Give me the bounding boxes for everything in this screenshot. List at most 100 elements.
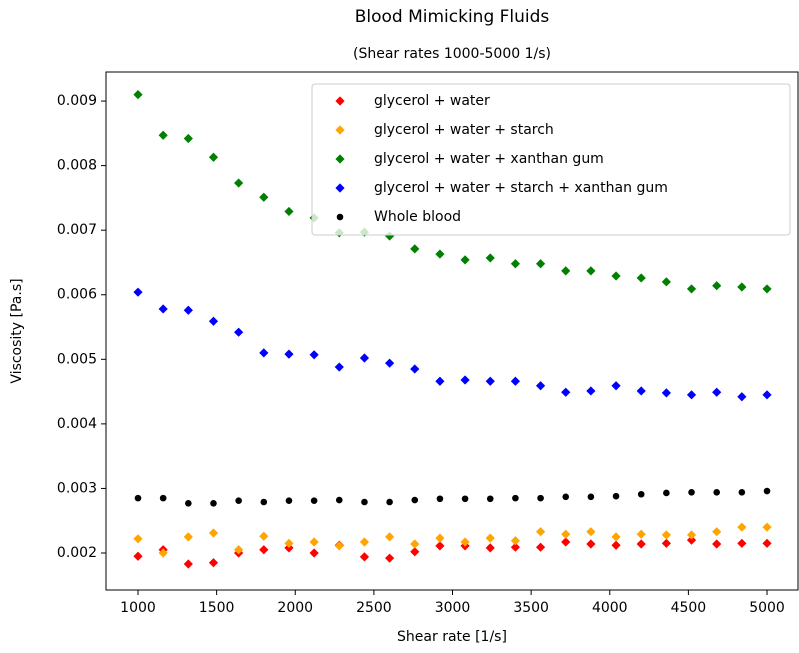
legend-marker — [335, 96, 345, 106]
point — [208, 528, 219, 538]
point — [284, 349, 294, 359]
point — [460, 537, 470, 547]
point — [762, 538, 772, 548]
point — [637, 490, 645, 498]
point — [259, 192, 269, 202]
point — [259, 348, 269, 358]
point — [663, 489, 670, 497]
point — [586, 386, 596, 396]
point — [737, 522, 747, 532]
legend-label: Whole blood — [374, 209, 461, 225]
point — [587, 493, 595, 501]
point — [537, 494, 544, 502]
point — [208, 152, 219, 162]
plot-frame — [105, 71, 799, 591]
point — [158, 130, 168, 140]
point — [133, 551, 143, 561]
point — [183, 305, 193, 315]
point — [133, 287, 143, 297]
x-tick-label: 1500 — [199, 600, 235, 616]
point — [712, 281, 722, 291]
point — [335, 496, 343, 504]
point — [410, 547, 420, 557]
point — [611, 271, 621, 281]
point — [208, 558, 219, 568]
point — [208, 316, 219, 326]
legend-box — [311, 83, 791, 236]
y-tick-label: 0.005 — [57, 351, 97, 367]
point — [234, 327, 244, 337]
point — [234, 178, 244, 188]
point — [134, 494, 142, 502]
point — [762, 522, 772, 532]
point — [210, 499, 217, 507]
point — [284, 206, 294, 217]
point — [183, 532, 193, 542]
point — [510, 376, 521, 386]
point — [285, 497, 293, 505]
point — [561, 537, 571, 547]
point — [510, 542, 521, 552]
point — [636, 529, 646, 539]
y-tick-label: 0.004 — [57, 416, 97, 432]
chart-title: Blood Mimicking Fluids — [355, 7, 550, 27]
point — [234, 545, 244, 555]
point — [133, 534, 143, 544]
y-tick-label: 0.002 — [57, 545, 97, 561]
point — [385, 358, 395, 368]
x-tick-label: 4500 — [671, 600, 707, 616]
point — [737, 282, 747, 292]
point — [686, 284, 697, 294]
point — [284, 538, 294, 548]
point — [260, 498, 268, 506]
point — [485, 253, 495, 263]
point — [158, 548, 168, 558]
point — [361, 498, 368, 506]
point — [359, 353, 370, 363]
y-tick-label: 0.006 — [57, 287, 97, 303]
point — [535, 542, 546, 552]
point — [611, 381, 621, 391]
point — [309, 548, 319, 558]
x-axis-label: Shear rate [1/s] — [397, 629, 507, 645]
point — [410, 539, 420, 549]
point — [586, 527, 596, 537]
point — [762, 284, 772, 294]
point — [738, 489, 746, 496]
point — [436, 495, 444, 503]
point — [435, 533, 445, 543]
y-tick-label: 0.007 — [57, 222, 97, 238]
point — [385, 553, 395, 563]
point — [688, 489, 695, 496]
point — [763, 487, 771, 495]
point — [435, 541, 445, 551]
point — [486, 495, 494, 503]
point — [359, 552, 370, 562]
point — [185, 499, 192, 507]
y-tick-label: 0.003 — [57, 480, 97, 496]
point — [713, 489, 720, 496]
y-tick-label: 0.009 — [57, 93, 97, 109]
point — [686, 530, 697, 540]
point — [159, 494, 167, 502]
point — [737, 538, 747, 548]
point — [259, 531, 269, 541]
point — [460, 255, 470, 265]
point — [310, 497, 318, 505]
point — [183, 133, 193, 144]
x-tick-label: 2000 — [277, 600, 313, 616]
x-tick-label: 3000 — [435, 600, 471, 616]
point — [510, 259, 521, 269]
point — [612, 492, 620, 500]
point — [510, 536, 521, 546]
point — [661, 538, 671, 548]
point — [183, 559, 193, 569]
point — [686, 535, 697, 545]
point — [259, 545, 269, 555]
point — [712, 527, 722, 537]
point — [535, 527, 546, 537]
legend-label: glycerol + water + starch — [374, 122, 554, 138]
point — [334, 541, 344, 551]
point — [435, 376, 445, 386]
